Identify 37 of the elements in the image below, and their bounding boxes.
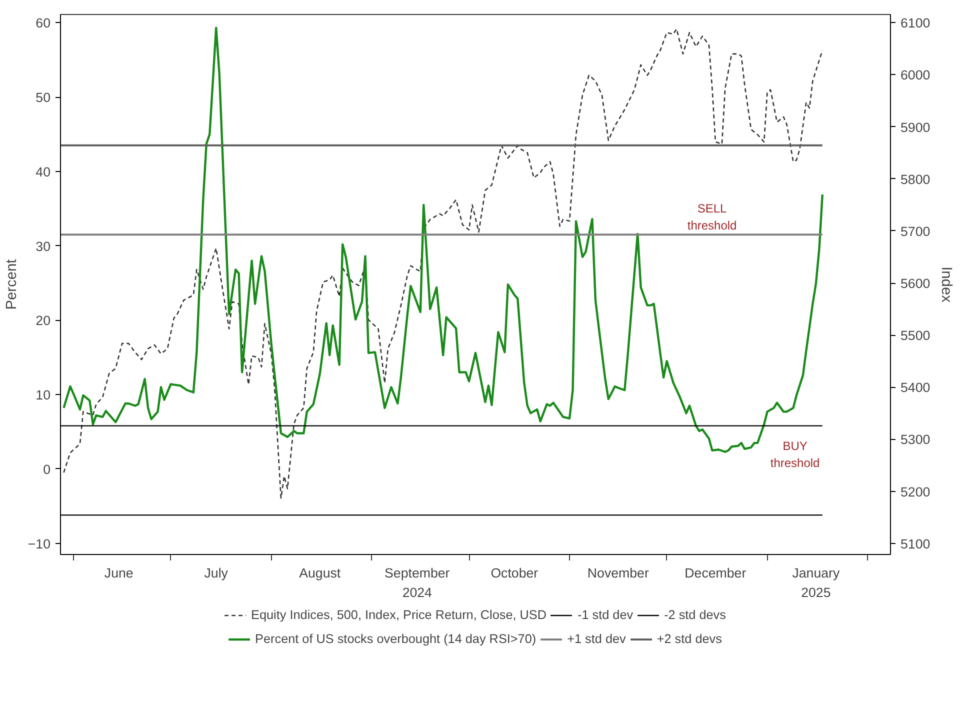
y-tick-label: 60 — [36, 16, 51, 31]
y2-tick-label: 5500 — [900, 328, 930, 344]
y2-tick-label: 5100 — [900, 536, 930, 552]
y-tick-label: 40 — [36, 164, 51, 180]
legend-label: -2 std devs — [664, 608, 726, 622]
legend-label: Equity Indices, 500, Index, Price Return, Close, USD — [251, 608, 546, 622]
y2-tick-label: 6000 — [900, 68, 930, 83]
x-tick-label: September 2024 — [384, 566, 450, 600]
y-tick-label: −10 — [28, 536, 50, 552]
y2-tick-label: 5800 — [900, 172, 930, 187]
legend-label: Percent of US stocks overbought (14 day RSI>70) — [255, 632, 536, 646]
legend-label: +1 std dev — [567, 632, 626, 646]
x-tick-label: October — [490, 566, 539, 580]
annotation: SELL threshold — [687, 202, 737, 232]
y2-tick-label: 5700 — [900, 224, 930, 239]
x-tick-label: July — [204, 566, 228, 580]
y2-axis-title: Index — [938, 266, 954, 304]
y-tick-label: 0 — [43, 462, 51, 477]
y-tick-label: 50 — [36, 90, 51, 106]
y2-tick-label: 5300 — [900, 432, 930, 448]
legend-label: -1 std dev — [577, 608, 634, 622]
x-tick-label: January 2025 — [792, 566, 840, 600]
x-tick-label: June — [104, 566, 134, 580]
y-tick-label: 10 — [36, 388, 51, 403]
y2-tick-label: 5200 — [900, 484, 930, 500]
y2-tick-label: 5900 — [900, 120, 930, 135]
y2-tick-label: 6100 — [900, 16, 930, 31]
x-tick-label: December — [684, 566, 747, 580]
y2-tick-label: 5600 — [900, 276, 930, 292]
y-tick-label: 30 — [36, 238, 51, 254]
x-tick-label: August — [299, 566, 341, 580]
x-tick-label: November — [587, 566, 650, 580]
y-tick-label: 20 — [36, 313, 51, 328]
y-axis-title: Percent — [4, 259, 20, 310]
y2-tick-label: 5400 — [900, 380, 930, 396]
legend-label: +2 std devs — [656, 632, 722, 646]
annotation: BUY threshold — [770, 439, 820, 470]
